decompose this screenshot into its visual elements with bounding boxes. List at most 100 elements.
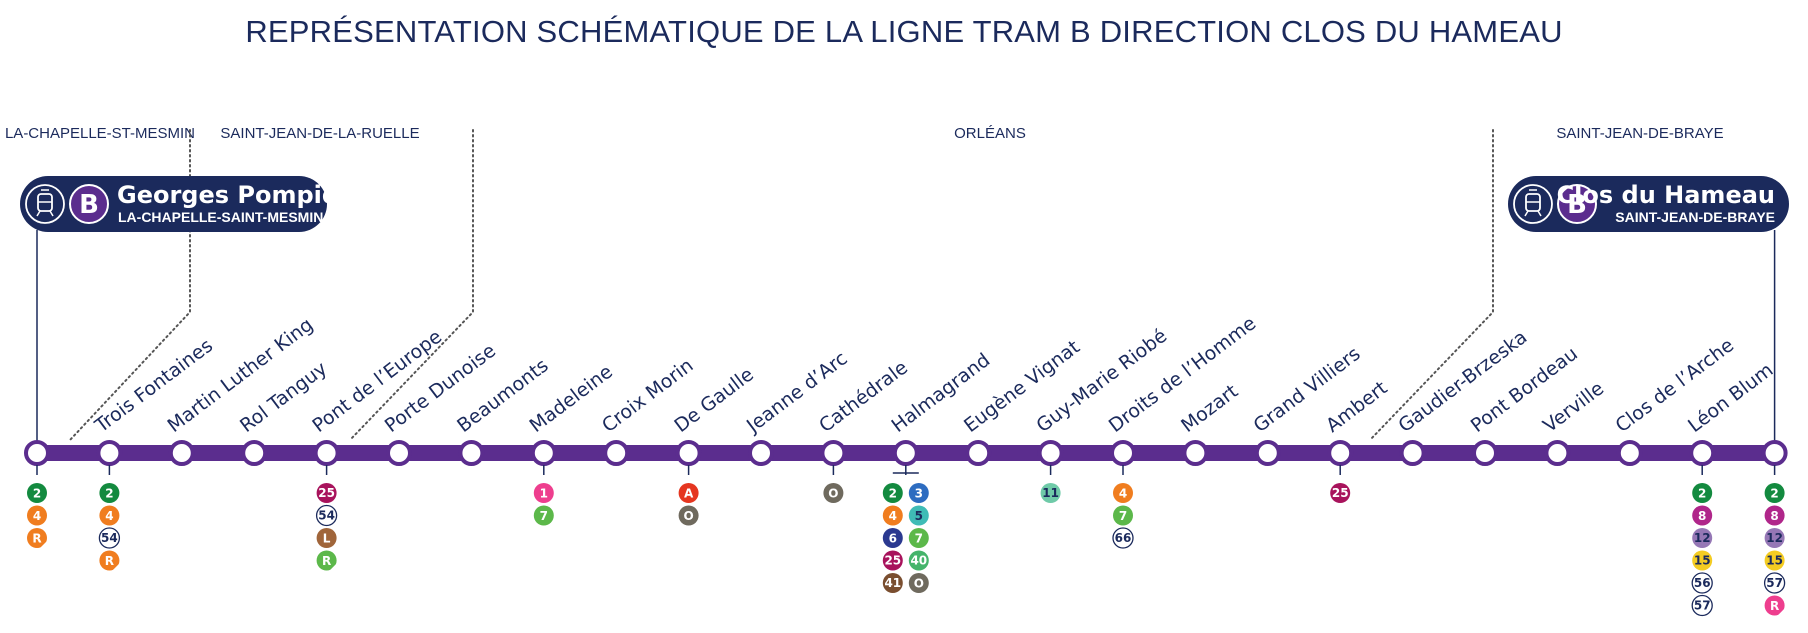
badge-label: 2 [105,487,113,501]
station-marker[interactable] [241,440,268,466]
connection-badge[interactable]: R [99,550,120,571]
terminal-name: Clos du Hameau [1557,181,1775,209]
line-b-badge: B [1557,184,1597,224]
badge-label: R [105,554,114,568]
connection-badge[interactable]: 54 [98,527,121,549]
connection-badge[interactable]: 6 [882,528,903,548]
connection-badge[interactable]: 54 [315,504,338,527]
station-marker[interactable] [892,440,919,466]
connection-badge[interactable]: 4 [99,505,120,526]
station-marker[interactable] [1327,440,1354,466]
badge-circle [1113,483,1133,503]
badge-circle [1692,550,1713,571]
connection-badge[interactable]: L [316,528,337,548]
connection-badge[interactable]: 2 [99,483,120,503]
station-marker[interactable] [1254,440,1281,466]
connection-badge[interactable]: 5 [908,505,929,526]
connection-badge[interactable]: 66 [1112,527,1134,549]
station-marker[interactable] [1616,440,1643,466]
station-marker[interactable] [313,440,340,466]
station-name[interactable]: Mozart [1177,380,1242,437]
badge-circle [882,528,903,548]
station-marker[interactable] [530,440,557,466]
connection-badge[interactable]: 12 [1692,528,1713,548]
connection-badge[interactable]: 3 [908,483,929,503]
zone-label: SAINT-JEAN-DE-LA-RUELLE [220,125,419,142]
station-marker[interactable] [96,440,123,466]
connection-badge[interactable]: 1 [533,483,554,503]
station-marker[interactable] [168,440,195,466]
badge-label: 57 [1766,576,1783,590]
connection-badge[interactable]: O [823,483,844,503]
terminal-georges-pompidou[interactable]: B Georges PompidouLA-CHAPELLE-SAINT-MESMI… [20,176,373,232]
connection-badge[interactable]: A [678,483,699,503]
station-marker[interactable] [24,440,50,466]
connection-badge[interactable]: 7 [533,505,554,526]
badge-label: 25 [318,486,335,500]
station-marker[interactable] [603,440,630,466]
station-marker[interactable] [1182,440,1209,466]
connection-badge[interactable]: 2 [27,483,47,503]
station-marker[interactable] [1544,440,1571,466]
station-marker[interactable] [820,440,847,466]
connection-badge[interactable]: 15 [1764,550,1785,571]
station-marker[interactable] [1761,440,1788,466]
station-name[interactable]: Pont de l’Europe [308,326,446,437]
badge-label: 66 [1115,531,1132,545]
badge-circle [1764,528,1785,548]
station-marker[interactable] [1037,440,1064,466]
connection-badge[interactable]: 25 [882,550,903,571]
station-name[interactable]: Guy-Marie Riobé [1032,325,1171,437]
station-name[interactable]: Verville [1539,377,1608,437]
station-name[interactable]: Clos de l’Arche [1612,334,1738,437]
badge-circle [99,550,120,571]
badge-circle [1691,594,1713,617]
badge-circle [27,505,47,526]
connection-badge[interactable]: 7 [908,528,929,548]
connection-badge[interactable]: R [316,550,337,571]
connection-badge[interactable]: 25 [1330,483,1351,503]
connection-badge[interactable]: 57 [1691,594,1713,617]
station-marker[interactable] [748,440,774,466]
badge-label: 54 [318,508,335,522]
station-marker[interactable] [1689,440,1716,466]
connection-badge[interactable]: 8 [1692,505,1713,526]
badge-circle [99,505,120,526]
connection-badge[interactable]: 15 [1692,550,1713,571]
station-marker[interactable] [1472,440,1498,466]
connection-badge[interactable]: 2 [1764,483,1785,503]
badge-circle [1113,505,1133,526]
station-marker[interactable] [1110,440,1136,466]
station-marker[interactable] [458,440,485,466]
station-marker[interactable] [965,440,992,466]
connection-badge[interactable]: 25 [316,483,337,503]
station-marker[interactable] [386,440,412,466]
connection-badge[interactable]: 12 [1764,528,1785,548]
badge-label: O [914,577,924,591]
station-marker[interactable] [675,440,702,466]
connection-badge[interactable]: 4 [882,505,903,526]
connection-badge[interactable]: 57 [1763,572,1786,594]
connection-badge[interactable]: 8 [1764,505,1785,526]
connection-badge[interactable]: 2 [882,483,903,503]
badge-label: 54 [101,531,118,545]
connection-badge[interactable]: 11 [1040,483,1061,503]
connection-badge[interactable]: O [678,505,699,526]
connection-badge[interactable]: R [27,528,47,548]
connection-badge[interactable]: 2 [1692,483,1713,503]
connection-badge[interactable]: R [1764,595,1785,616]
badge-label: R [32,532,41,546]
badge-label: O [683,509,693,523]
connection-badge[interactable]: 56 [1691,572,1713,594]
badge-corner [329,563,337,571]
connection-badge[interactable]: 4 [27,505,47,526]
connection-badge[interactable]: 4 [1113,483,1133,503]
badge-circle [27,483,47,503]
connection-badge[interactable]: 40 [908,550,929,571]
connection-badge[interactable]: 41 [882,573,903,593]
station-marker[interactable] [1399,440,1426,466]
station-name[interactable]: Ambert [1322,377,1392,437]
connection-badge[interactable]: 7 [1113,505,1133,526]
connection-badge[interactable]: O [908,573,929,593]
